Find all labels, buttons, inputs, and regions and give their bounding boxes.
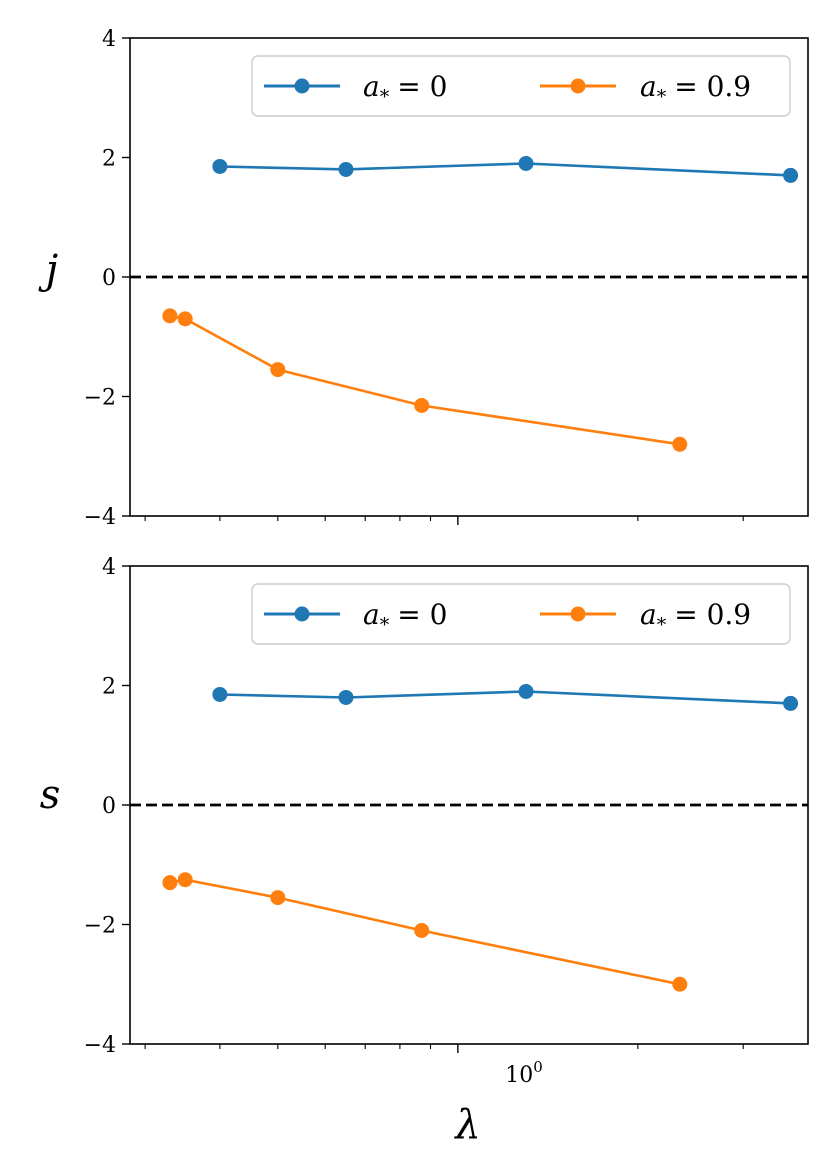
panel-bottom-legend-marker-1 <box>570 606 586 622</box>
panel-top-series-1-point <box>162 308 178 324</box>
panel-bottom-series-1-point <box>270 890 286 906</box>
panel-top-ytick-label: 4 <box>102 27 116 52</box>
panel-top: −4 −2 0 2 4 j a* = 0 a* = 0.9 <box>38 27 809 530</box>
panel-top-yticks: −4 −2 0 2 4 <box>84 27 130 530</box>
panel-bottom-series-group <box>162 683 799 992</box>
x-axis-label: λ <box>453 1102 480 1148</box>
panel-top-legend-marker-1 <box>570 78 586 94</box>
panel-top-series-1-line <box>169 314 680 446</box>
panel-top-series-1-point <box>672 436 688 452</box>
panel-bottom-series-1-point <box>672 976 688 992</box>
panel-bottom-series-0-line <box>219 690 791 705</box>
panel-bottom-legend-label-1: a* = 0.9 <box>640 598 751 636</box>
panel-top-legend-marker-0 <box>294 78 310 94</box>
panel-top-ytick-label: 2 <box>102 147 116 172</box>
panel-top-ytick-label: 0 <box>102 266 116 291</box>
panel-bottom-series-1-point <box>414 922 430 938</box>
panel-bottom-frame <box>129 565 809 1045</box>
panel-bottom-series-1-point <box>162 875 178 891</box>
panel-bottom-xticks <box>144 1044 744 1053</box>
panel-bottom-ytick-label: −4 <box>84 1033 116 1058</box>
panel-top-xticks <box>144 516 744 525</box>
panel-top-series-0-line <box>219 162 791 177</box>
panel-top-legend: a* = 0 a* = 0.9 <box>251 55 791 117</box>
panel-bottom-ytick-label: 4 <box>102 555 116 580</box>
panel-top-ylabel: j <box>38 247 58 293</box>
panel-top-legend-label-1: a* = 0.9 <box>640 70 751 108</box>
panel-bottom-legend-frame <box>251 583 791 645</box>
panel-top-legend-frame <box>251 55 791 117</box>
panel-top-series-0-point <box>338 161 354 177</box>
panel-bottom-ylabel: s <box>40 772 61 818</box>
panel-bottom-legend-label-0: a* = 0 <box>363 598 447 636</box>
panel-top-series-group <box>162 155 799 452</box>
panel-top-frame <box>129 37 809 517</box>
panel-bottom-ytick-label: 0 <box>102 794 116 819</box>
panel-top-ytick-label: −2 <box>84 386 116 411</box>
panel-bottom: −4 −2 0 2 4 s a* = 0 a* = 0.9 <box>40 555 809 1058</box>
panel-top-series-0-point <box>518 155 534 171</box>
panel-bottom-yticks: −4 −2 0 2 4 <box>84 555 130 1058</box>
panel-top-series-1-point <box>270 362 286 378</box>
x-major-tick-label: 100 <box>505 1058 543 1088</box>
panel-bottom-ytick-label: 2 <box>102 675 116 700</box>
panel-top-ytick-label: −4 <box>84 505 116 530</box>
panel-top-series-0-point <box>783 167 799 183</box>
panel-top-series-0-point <box>212 158 228 174</box>
panel-bottom-series-0-point <box>783 695 799 711</box>
panel-bottom-legend: a* = 0 a* = 0.9 <box>251 583 791 645</box>
panel-bottom-legend-marker-0 <box>294 606 310 622</box>
panel-bottom-series-0-point <box>338 689 354 705</box>
panel-bottom-series-1-point <box>177 872 193 888</box>
panel-top-series-1-point <box>414 397 430 413</box>
panel-bottom-series-0-point <box>518 683 534 699</box>
panel-bottom-series-0-point <box>212 686 228 702</box>
panel-bottom-ytick-label: −2 <box>84 914 116 939</box>
panel-top-legend-label-0: a* = 0 <box>363 70 447 108</box>
panel-top-series-1-point <box>177 311 193 327</box>
